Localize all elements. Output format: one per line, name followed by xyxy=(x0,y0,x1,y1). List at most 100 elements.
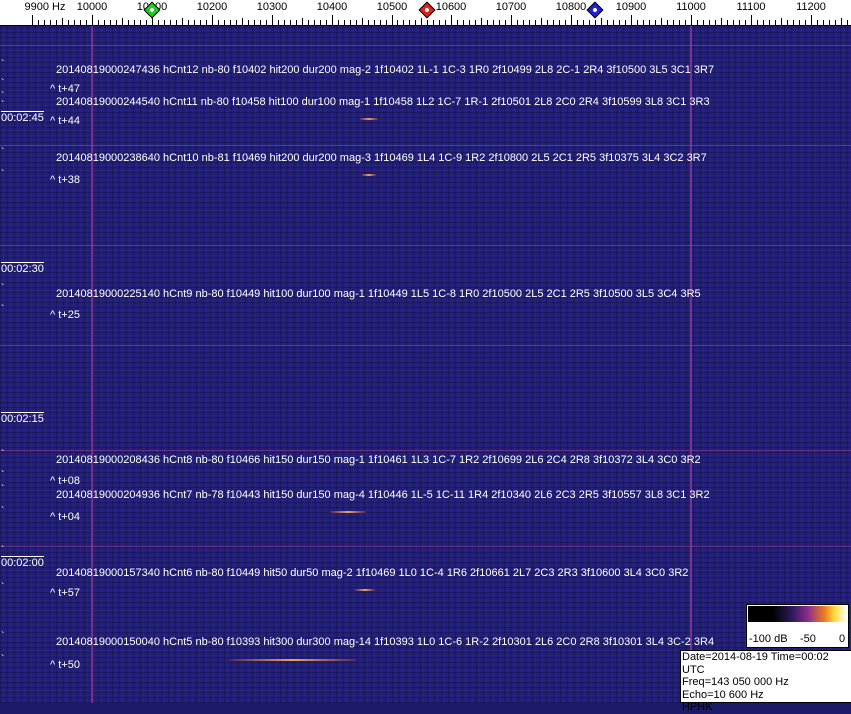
axis-tick xyxy=(727,20,728,25)
axis-tick xyxy=(451,15,452,25)
axis-tick xyxy=(781,18,782,25)
axis-tick xyxy=(368,20,369,25)
axis-tick xyxy=(829,20,830,25)
axis-tick xyxy=(583,20,584,25)
color-gradient-bar xyxy=(748,606,847,622)
meteor-echo xyxy=(330,511,366,513)
waterfall-spectrogram xyxy=(0,26,851,703)
axis-tick xyxy=(86,20,87,25)
axis-tick xyxy=(415,20,416,25)
axis-tick-label: 10600 xyxy=(435,1,467,13)
axis-tick xyxy=(793,20,794,25)
axis-tick xyxy=(254,20,255,25)
axis-tick xyxy=(164,20,165,25)
axis-tick xyxy=(386,20,387,25)
axis-tick xyxy=(344,20,345,25)
scale-label-mid: -50 xyxy=(800,633,816,645)
axis-tick xyxy=(92,15,93,25)
axis-tick xyxy=(278,20,279,25)
time-offset-label: ^ t+25 xyxy=(50,309,80,321)
axis-tick xyxy=(541,18,542,25)
axis-tick xyxy=(248,20,249,25)
axis-tick xyxy=(745,20,746,25)
axis-tick xyxy=(218,20,219,25)
axis-tick xyxy=(799,20,800,25)
time-offset-label: ^ t+38 xyxy=(50,174,80,186)
event-tick-mark: ` xyxy=(1,147,5,158)
axis-tick xyxy=(823,20,824,25)
axis-tick xyxy=(350,20,351,25)
red-marker-icon[interactable] xyxy=(418,1,436,19)
detection-record: 20140819000247436 hCnt12 nb-80 f10402 hi… xyxy=(56,64,715,76)
axis-tick-label: 10000 xyxy=(76,1,108,13)
detection-record: 20140819000204936 hCnt7 nb-78 f10443 hit… xyxy=(56,489,710,501)
axis-tick xyxy=(356,20,357,25)
event-tick-mark: ` xyxy=(1,545,5,556)
axis-tick xyxy=(403,20,404,25)
axis-tick-label: 10200 xyxy=(196,1,228,13)
axis-tick xyxy=(212,15,213,25)
axis-tick xyxy=(559,20,560,25)
axis-tick xyxy=(182,18,183,25)
axis-tick xyxy=(553,20,554,25)
axis-tick xyxy=(392,15,393,25)
axis-tick xyxy=(673,20,674,25)
info-echo: Echo=10 600 Hz xyxy=(682,688,764,701)
axis-tick xyxy=(409,20,410,25)
reference-line-10000 xyxy=(91,26,93,703)
axis-tick xyxy=(62,18,63,25)
axis-tick xyxy=(691,15,692,25)
axis-tick xyxy=(68,20,69,25)
axis-tick-label: 11000 xyxy=(676,1,706,13)
axis-tick xyxy=(463,20,464,25)
axis-tick-label: 10400 xyxy=(316,1,348,13)
axis-tick xyxy=(475,20,476,25)
time-offset-label: ^ t+47 xyxy=(50,83,80,95)
axis-tick-label: 10800 xyxy=(555,1,587,13)
axis-tick xyxy=(811,15,812,25)
axis-tick xyxy=(284,20,285,25)
axis-tick xyxy=(140,20,141,25)
axis-tick xyxy=(589,20,590,25)
axis-tick xyxy=(547,20,548,25)
axis-tick xyxy=(655,20,656,25)
event-tick-mark: ` xyxy=(1,283,5,294)
axis-tick xyxy=(146,20,147,25)
axis-tick xyxy=(308,20,309,25)
axis-unit-label: 9900 Hz xyxy=(24,1,66,13)
axis-tick xyxy=(104,20,105,25)
axis-tick xyxy=(32,15,33,25)
minute-line xyxy=(0,45,851,46)
event-tick-mark: ` xyxy=(1,169,5,180)
time-offset-label: ^ t+04 xyxy=(50,511,80,523)
axis-tick xyxy=(631,15,632,25)
axis-tick xyxy=(787,20,788,25)
event-tick-mark: ` xyxy=(1,91,5,102)
detection-record: 20140819000150040 hCnt5 nb-80 f10393 hit… xyxy=(56,636,715,648)
minute-line xyxy=(0,245,851,246)
blue-marker-icon[interactable] xyxy=(586,1,604,19)
axis-tick xyxy=(362,18,363,25)
event-tick-mark: ` xyxy=(1,100,5,111)
time-label: 00:02:00 xyxy=(1,556,44,569)
axis-tick xyxy=(224,20,225,25)
axis-tick xyxy=(176,20,177,25)
axis-tick xyxy=(380,20,381,25)
axis-tick xyxy=(697,20,698,25)
axis-tick xyxy=(535,20,536,25)
event-tick-mark: ` xyxy=(1,484,5,495)
event-tick-mark: ` xyxy=(1,304,5,315)
minute-line xyxy=(0,145,851,146)
axis-tick-label: 11100 xyxy=(736,1,766,13)
axis-tick xyxy=(757,20,758,25)
axis-tick xyxy=(44,20,45,25)
axis-tick xyxy=(134,20,135,25)
time-offset-label: ^ t+44 xyxy=(50,115,80,127)
axis-tick xyxy=(74,20,75,25)
axis-tick xyxy=(517,20,518,25)
axis-tick xyxy=(236,20,237,25)
event-tick-mark: ` xyxy=(1,470,5,481)
scale-label-max: 0 xyxy=(839,633,846,645)
axis-tick xyxy=(427,20,428,25)
meteor-echo xyxy=(355,589,375,591)
